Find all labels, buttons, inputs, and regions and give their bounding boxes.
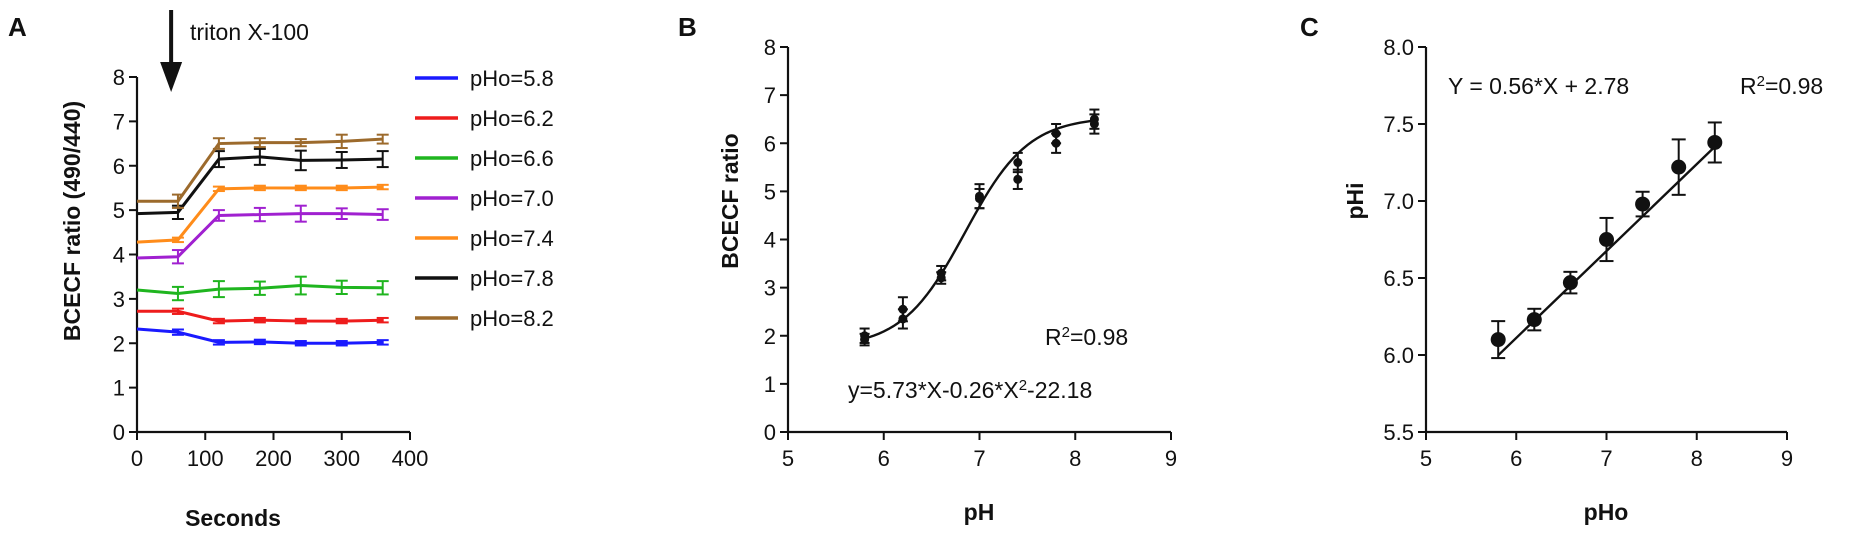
y-tick-label: 2 [764, 324, 776, 349]
legend-label: pHo=5.8 [470, 66, 554, 91]
x-tick-label: 400 [392, 446, 429, 471]
data-point [1013, 158, 1023, 167]
x-tick-label: 8 [1069, 446, 1081, 471]
data-point [1526, 312, 1542, 328]
x-tick-label: 7 [973, 446, 985, 471]
panel-label-b: B [678, 12, 697, 42]
y-tick-label: 5 [113, 198, 125, 223]
legend-label: pHo=7.4 [470, 226, 554, 251]
y-tick-label: 4 [113, 243, 125, 268]
data-point [860, 335, 870, 345]
y-tick-label: 1 [764, 372, 776, 397]
y-tick-label: 6 [764, 131, 776, 156]
y-tick-label: 4 [764, 228, 776, 253]
x-tick-label: 0 [131, 446, 143, 471]
data-point [1635, 196, 1651, 212]
panel-b-xlabel: pH [964, 499, 995, 525]
panel-c-equation: Y = 0.56*X + 2.78 [1448, 73, 1629, 99]
data-point [898, 304, 908, 314]
data-point [936, 273, 946, 283]
triton-arrow [160, 10, 183, 92]
panel-c-xlabel: pHo [1584, 499, 1629, 525]
y-tick-label: 7.5 [1383, 112, 1414, 137]
x-tick-label: 200 [255, 446, 292, 471]
panel-c-r2: R2=0.98 [1740, 73, 1823, 100]
y-tick-label: 7 [113, 109, 125, 134]
legend-label: pHo=6.2 [470, 106, 554, 131]
panel-a-ylabel: BCECF ratio (490/440) [59, 101, 85, 341]
panel-b-r2: R2=0.98 [1045, 324, 1128, 351]
data-point [1013, 174, 1023, 184]
panel-label-c: C [1300, 12, 1319, 42]
x-tick-label: 8 [1691, 446, 1703, 471]
y-tick-label: 7 [764, 83, 776, 108]
panel-a-chart: BCECF ratio (490/440) Seconds triton X-1… [59, 10, 554, 531]
data-point [1089, 119, 1099, 129]
y-tick-label: 1 [113, 376, 125, 401]
y-tick-label: 8 [113, 65, 125, 90]
data-point [1671, 159, 1687, 175]
arrow-head [160, 62, 183, 92]
x-tick-label: 5 [782, 446, 794, 471]
data-point [1490, 332, 1506, 348]
data-point [1707, 134, 1723, 150]
y-tick-label: 6.0 [1383, 343, 1414, 368]
x-tick-label: 9 [1165, 446, 1177, 471]
y-tick-label: 5.5 [1383, 420, 1414, 445]
x-tick-label: 100 [187, 446, 224, 471]
x-tick-label: 9 [1781, 446, 1793, 471]
panel-b-equation: y=5.73*X-0.26*X2-22.18 [848, 377, 1092, 404]
y-tick-label: 5 [764, 179, 776, 204]
y-tick-label: 8.0 [1383, 35, 1414, 60]
y-tick-label: 7.0 [1383, 189, 1414, 214]
data-point [975, 191, 984, 201]
x-tick-label: 300 [323, 446, 360, 471]
data-point [1562, 275, 1578, 291]
data-point [1051, 138, 1061, 148]
panel-a-xlabel: Seconds [185, 505, 281, 531]
y-tick-label: 3 [764, 276, 776, 301]
y-tick-label: 6 [113, 154, 125, 179]
y-tick-label: 2 [113, 331, 125, 356]
panel-c-ylabel: pHi [1342, 182, 1368, 219]
y-tick-label: 8 [764, 35, 776, 60]
panel-b-ylabel: BCECF ratio [717, 133, 743, 268]
legend-label: pHo=6.6 [470, 146, 554, 171]
panel-b-chart: BCECF ratio pH R2=0.98 y=5.73*X-0.26*X2-… [717, 35, 1177, 525]
legend-label: pHo=8.2 [470, 306, 554, 331]
x-tick-label: 6 [878, 446, 890, 471]
data-point [1599, 232, 1614, 247]
x-tick-label: 6 [1510, 446, 1522, 471]
y-tick-label: 0 [764, 420, 776, 445]
triton-annotation: triton X-100 [190, 19, 309, 45]
x-tick-label: 7 [1600, 446, 1612, 471]
y-tick-label: 0 [113, 420, 125, 445]
legend-label: pHo=7.8 [470, 266, 554, 291]
y-tick-label: 6.5 [1383, 266, 1414, 291]
panel-label-a: A [8, 12, 27, 42]
panel-c-chart: pHi pHo Y = 0.56*X + 2.78 R2=0.98 5.5 6.0… [1342, 35, 1823, 525]
x-tick-label: 5 [1420, 446, 1432, 471]
legend: pHo=5.8 pHo=6.2 pHo=6.6 pHo=7.0 pHo=7.4 pHo=7… [415, 66, 554, 331]
y-tick-label: 3 [113, 287, 125, 312]
legend-label: pHo=7.0 [470, 186, 554, 211]
